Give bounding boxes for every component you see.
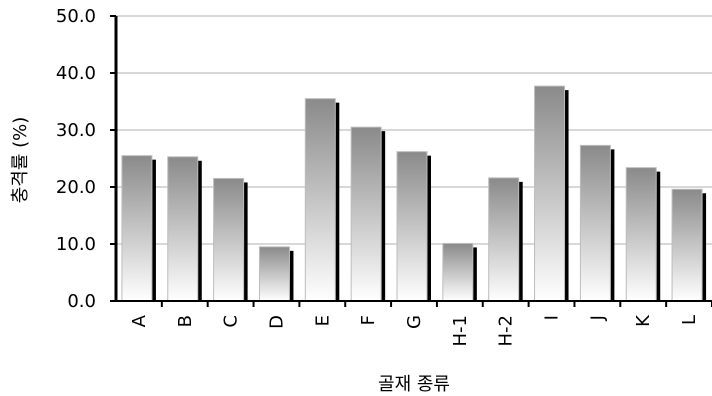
x-tick-label: H-1	[450, 315, 471, 346]
bars	[121, 85, 707, 302]
bar	[350, 126, 382, 302]
x-tick-label: E	[312, 315, 333, 326]
bar	[625, 167, 657, 302]
y-tick-labels: 0.0 10.0 20.0 30.0 40.0 50.0	[56, 6, 96, 312]
x-tick-label: J	[587, 315, 608, 321]
x-tick-label: G	[404, 315, 425, 329]
x-axis-title: 골재 종류	[378, 374, 450, 395]
x-tick-labels: A B C D E F G H-1 H-2 I J K L	[129, 314, 700, 347]
x-tick-label: L	[679, 315, 700, 325]
axes	[110, 15, 712, 307]
x-tick-label: A	[129, 314, 150, 327]
bar	[579, 144, 611, 302]
y-axis-title: 충격률 (%)	[10, 117, 31, 204]
bar	[671, 188, 703, 302]
y-tick-label: 0.0	[67, 291, 96, 312]
bar	[121, 155, 153, 302]
y-tick-label: 50.0	[56, 6, 96, 27]
x-tick-label: C	[221, 315, 242, 328]
x-tick-label: I	[542, 315, 563, 320]
bar	[167, 156, 199, 302]
x-tick-label: B	[175, 315, 196, 327]
y-tick-label: 20.0	[56, 177, 96, 198]
bar	[304, 98, 336, 302]
bar	[213, 177, 245, 302]
y-tick-label: 10.0	[56, 234, 96, 255]
bar	[534, 85, 566, 302]
bar	[442, 242, 474, 302]
x-tick-label: H-2	[496, 315, 517, 346]
x-tick-label: F	[358, 315, 379, 325]
x-tick-label: D	[266, 315, 287, 329]
bar	[396, 151, 428, 302]
bar	[258, 246, 290, 302]
y-tick-label: 30.0	[56, 120, 96, 141]
y-tick-label: 40.0	[56, 63, 96, 84]
bar	[488, 177, 520, 302]
x-tick-label: K	[633, 314, 654, 327]
